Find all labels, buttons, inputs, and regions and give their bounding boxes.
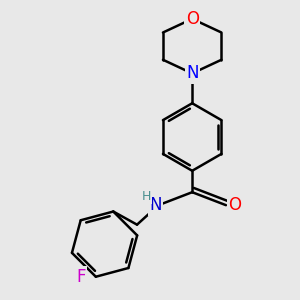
Text: N: N	[149, 196, 161, 214]
Text: H: H	[142, 190, 152, 203]
Text: O: O	[186, 10, 199, 28]
Text: O: O	[228, 196, 241, 214]
Text: F: F	[76, 268, 86, 286]
Text: N: N	[186, 64, 198, 82]
